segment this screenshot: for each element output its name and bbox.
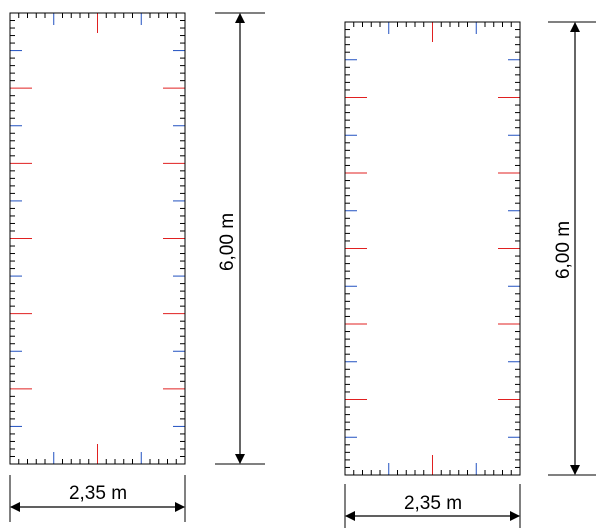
right-diagram: 6,00 m 2,35 m	[344, 21, 596, 528]
right-height-label: 6,00 m	[553, 221, 574, 279]
right-tick-marks	[345, 22, 520, 475]
right-width-label: 2,35 m	[404, 493, 462, 514]
left-container-outline	[9, 12, 186, 465]
left-width-label: 2,35 m	[69, 483, 127, 504]
left-height-label: 6,00 m	[217, 213, 238, 271]
right-container-outline	[344, 21, 521, 476]
left-diagram: 6,00 m 2,35 m	[9, 12, 265, 522]
left-tick-marks	[10, 13, 185, 464]
